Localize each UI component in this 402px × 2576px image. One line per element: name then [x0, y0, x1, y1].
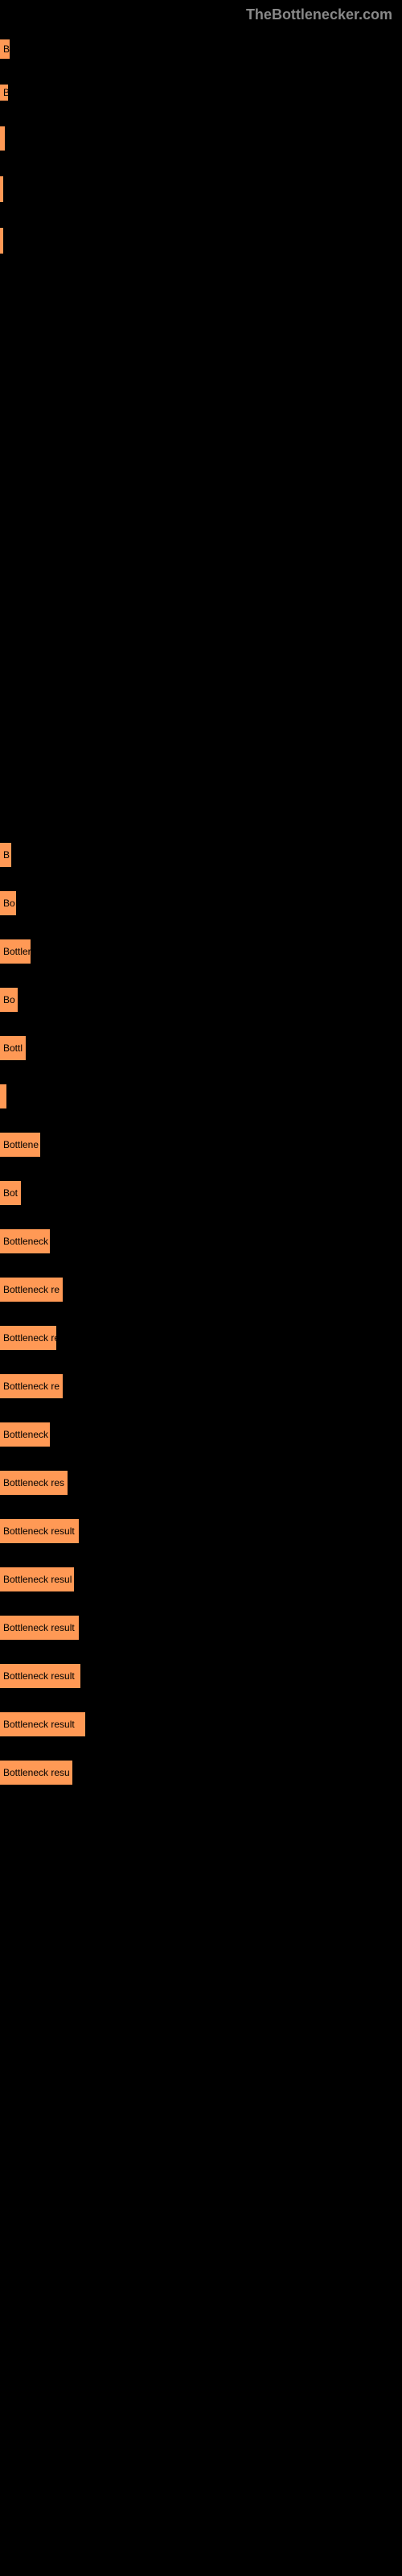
bar: Bottleneck re	[0, 1374, 63, 1398]
bar-row: Bottlene	[0, 1133, 402, 1157]
bar: Bottleneck re	[0, 1278, 63, 1302]
bar: Bo	[0, 988, 18, 1012]
bar: Bottleneck resul	[0, 1567, 74, 1591]
bar-row	[0, 228, 402, 254]
bar-row: Bottleneck	[0, 1229, 402, 1253]
bar-row: Bottl	[0, 1036, 402, 1060]
bar-row: Bo	[0, 891, 402, 915]
bar-row: Bottler	[0, 939, 402, 964]
bar-row: B	[0, 843, 402, 867]
chart-bottom: B Bo Bottler Bo Bottl Bottlene Bot Bottleneck Bo…	[0, 795, 402, 1785]
bar-row: B	[0, 39, 402, 59]
bar-row: Bot	[0, 1181, 402, 1205]
bar-row: Bottleneck res	[0, 1471, 402, 1495]
bar: Bottl	[0, 1036, 26, 1060]
bar-row: Bottleneck	[0, 1422, 402, 1447]
bar: Bottleneck result	[0, 1712, 85, 1736]
bar: Bottler	[0, 939, 31, 964]
bar	[0, 228, 3, 254]
bar	[0, 1084, 6, 1108]
bar-row: Bottleneck result	[0, 1664, 402, 1688]
bar-row	[0, 126, 402, 151]
bar: B	[0, 39, 10, 59]
bar: Bot	[0, 1181, 21, 1205]
bar	[0, 126, 5, 151]
bar: Bottleneck res	[0, 1471, 68, 1495]
bar	[0, 176, 3, 202]
bar-row: B	[0, 85, 402, 101]
chart-top: B B	[0, 23, 402, 254]
bar: B	[0, 85, 8, 101]
bar-row: Bottleneck re	[0, 1374, 402, 1398]
bar-row: Bottleneck resu	[0, 1761, 402, 1785]
bar-row: Bottleneck result	[0, 1616, 402, 1640]
bar: Bottleneck resu	[0, 1761, 72, 1785]
bar: Bottleneck	[0, 1229, 50, 1253]
bar: Bottleneck result	[0, 1519, 79, 1543]
bar-row: Bottleneck result	[0, 1712, 402, 1736]
bar: Bottleneck result	[0, 1664, 80, 1688]
bar-row: Bottleneck result	[0, 1519, 402, 1543]
bar: Bottleneck resu	[0, 1326, 56, 1350]
bar-row: Bottleneck re	[0, 1278, 402, 1302]
bar-row: Bottleneck resu	[0, 1326, 402, 1350]
bar-row: Bo	[0, 988, 402, 1012]
site-header: TheBottlenecker.com	[0, 0, 402, 23]
bar-row: Bottleneck resul	[0, 1567, 402, 1591]
spacer	[0, 279, 402, 795]
bar-row	[0, 1084, 402, 1108]
bar: B	[0, 843, 11, 867]
bar-row	[0, 176, 402, 202]
bar: Bo	[0, 891, 16, 915]
bar: Bottleneck	[0, 1422, 50, 1447]
bar: Bottleneck result	[0, 1616, 79, 1640]
bar: Bottlene	[0, 1133, 40, 1157]
